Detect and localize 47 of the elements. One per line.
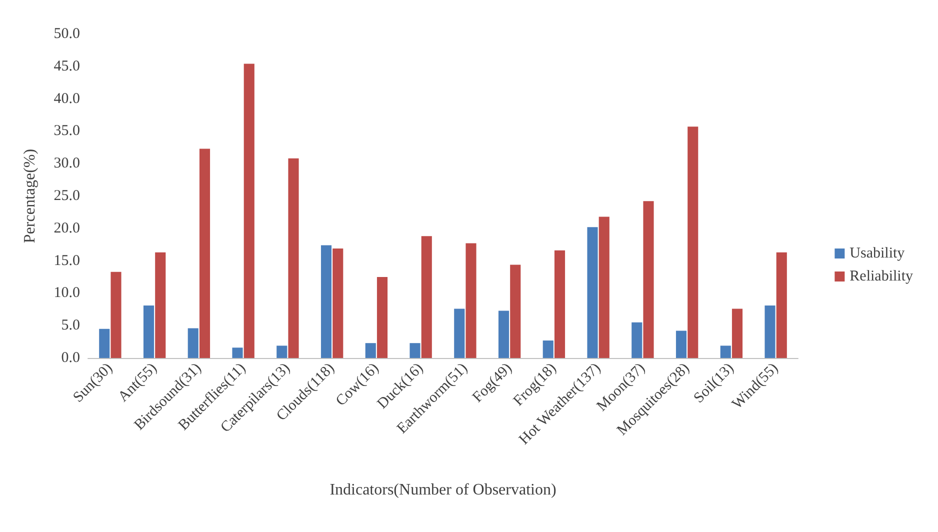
bar [720, 346, 731, 358]
bar [410, 343, 420, 358]
bar [776, 252, 787, 358]
bar [376, 277, 388, 358]
y-tick-label: 15.0 [54, 252, 80, 269]
y-tick-label: 50.0 [54, 26, 80, 42]
bar [688, 126, 698, 358]
y-tick-label: 20.0 [54, 220, 80, 236]
y-tick-label: 0.0 [61, 350, 80, 366]
legend-label: Usability [850, 246, 906, 262]
bar [466, 243, 476, 358]
bar [454, 308, 465, 358]
bar [510, 264, 521, 358]
bar [232, 348, 243, 358]
y-axis-title: Percentage(%) [22, 148, 38, 244]
bar [99, 328, 110, 358]
bar [587, 227, 598, 358]
y-tick-label: 30.0 [54, 156, 80, 172]
bar [365, 343, 376, 358]
bar [764, 306, 776, 358]
bar [143, 306, 154, 358]
bar [288, 158, 299, 358]
bar [320, 245, 332, 358]
y-tick-label: 10.0 [54, 285, 80, 302]
bar [421, 236, 432, 358]
bar [676, 330, 687, 358]
bar [244, 64, 254, 358]
bar [155, 252, 166, 358]
bar [110, 272, 122, 358]
y-tick-label: 35.0 [54, 123, 80, 140]
bar [732, 308, 743, 358]
y-tick-label: 5.0 [61, 318, 80, 334]
bar [188, 328, 198, 358]
bar [598, 216, 610, 358]
legend-label: Reliability [850, 268, 914, 284]
bar [632, 322, 642, 358]
bar [199, 148, 210, 358]
y-tick-label: 40.0 [54, 90, 80, 107]
bar [643, 201, 654, 358]
bar [276, 346, 288, 358]
y-tick-label: 25.0 [54, 188, 80, 204]
bar [332, 248, 344, 358]
bar [554, 250, 566, 358]
x-axis-title: Indicators(Number of Observation) [330, 482, 556, 498]
y-tick-label: 45.0 [54, 58, 80, 74]
bar [542, 340, 554, 358]
bar [498, 310, 510, 358]
